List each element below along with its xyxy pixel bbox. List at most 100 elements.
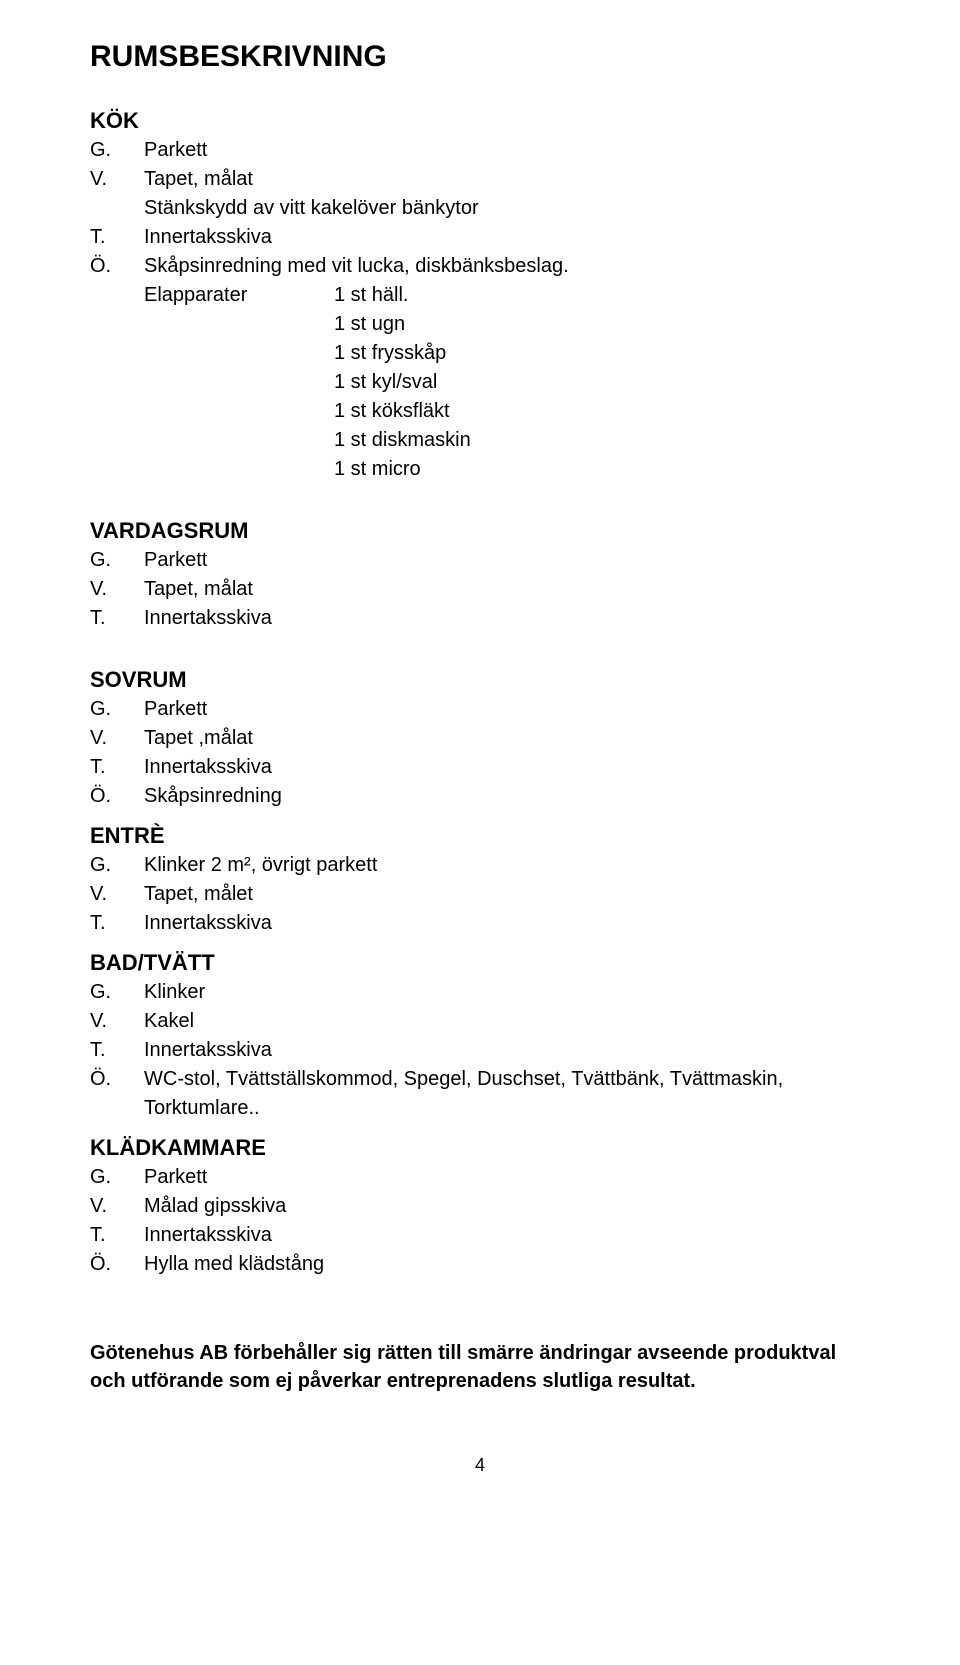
row-elapp-0: Elapparater 1 st häll.	[90, 281, 870, 310]
row-kladkammare-g: G. Parkett	[90, 1163, 870, 1192]
row-kok-v: V. Tapet, målat	[90, 165, 870, 194]
elapp-spacer	[144, 397, 334, 426]
label-v: V.	[90, 1192, 144, 1221]
row-elapp-3: 1 st kyl/sval	[90, 368, 870, 397]
main-title: RUMSBESKRIVNING	[90, 40, 870, 74]
value-kladkammare-v: Målad gipsskiva	[144, 1192, 870, 1221]
value-kok-o: Skåpsinredning med vit lucka, diskbänksb…	[144, 252, 870, 281]
row-badtvatt-g: G. Klinker	[90, 978, 870, 1007]
elapp-spacer	[144, 339, 334, 368]
elapp-spacer	[144, 368, 334, 397]
value-kok-v: Tapet, målat	[144, 165, 870, 194]
document-page: RUMSBESKRIVNING KÖK G. Parkett V. Tapet,…	[0, 0, 960, 1506]
label-g: G.	[90, 1163, 144, 1192]
label-g: G.	[90, 546, 144, 575]
elapp-item-0: 1 st häll.	[334, 281, 408, 310]
row-kok-o: Ö. Skåpsinredning med vit lucka, diskbän…	[90, 252, 870, 281]
value-vardagsrum-v: Tapet, målat	[144, 575, 870, 604]
value-kok-g: Parkett	[144, 136, 870, 165]
section-sovrum: SOVRUM G. Parkett V. Tapet ,målat T. Inn…	[90, 667, 870, 811]
row-entre-v: V. Tapet, målet	[90, 880, 870, 909]
section-badtvatt: BAD/TVÄTT G. Klinker V. Kakel T. Innerta…	[90, 950, 870, 1123]
row-elapp-5: 1 st diskmaskin	[90, 426, 870, 455]
label-g: G.	[90, 695, 144, 724]
section-kok: KÖK G. Parkett V. Tapet, målat Stänkskyd…	[90, 108, 870, 484]
value-entre-t: Innertaksskiva	[144, 909, 870, 938]
row-sovrum-t: T. Innertaksskiva	[90, 753, 870, 782]
label-v: V.	[90, 880, 144, 909]
label-g: G.	[90, 136, 144, 165]
page-number: 4	[90, 1455, 870, 1476]
label-v: V.	[90, 165, 144, 194]
row-kok-g: G. Parkett	[90, 136, 870, 165]
label-t: T.	[90, 604, 144, 633]
row-vardagsrum-v: V. Tapet, målat	[90, 575, 870, 604]
footer-note: Götenehus AB förbehåller sig rätten till…	[90, 1339, 870, 1395]
elapp-item-1: 1 st ugn	[334, 310, 405, 339]
label-o: Ö.	[90, 252, 144, 281]
label-t: T.	[90, 753, 144, 782]
row-elapp-4: 1 st köksfläkt	[90, 397, 870, 426]
value-badtvatt-o: WC-stol, Tvättställskommod, Spegel, Dusc…	[144, 1065, 870, 1123]
label-t: T.	[90, 223, 144, 252]
elapp-item-2: 1 st frysskåp	[334, 339, 446, 368]
section-title-entre: ENTRÈ	[90, 823, 870, 849]
elapp-item-6: 1 st micro	[334, 455, 421, 484]
row-kladkammare-o: Ö. Hylla med klädstång	[90, 1250, 870, 1279]
row-sovrum-v: V. Tapet ,målat	[90, 724, 870, 753]
value-sovrum-o: Skåpsinredning	[144, 782, 870, 811]
value-entre-g: Klinker 2 m², övrigt parkett	[144, 851, 870, 880]
label-g: G.	[90, 851, 144, 880]
row-kladkammare-v: V. Målad gipsskiva	[90, 1192, 870, 1221]
row-elapp-1: 1 st ugn	[90, 310, 870, 339]
elapp-spacer	[144, 426, 334, 455]
row-badtvatt-v: V. Kakel	[90, 1007, 870, 1036]
elapp-label: Elapparater	[144, 281, 334, 310]
value-kladkammare-o: Hylla med klädstång	[144, 1250, 870, 1279]
row-vardagsrum-t: T. Innertaksskiva	[90, 604, 870, 633]
value-sovrum-v: Tapet ,målat	[144, 724, 870, 753]
row-entre-g: G. Klinker 2 m², övrigt parkett	[90, 851, 870, 880]
row-elapp-6: 1 st micro	[90, 455, 870, 484]
label-g: G.	[90, 978, 144, 1007]
label-v: V.	[90, 575, 144, 604]
value-entre-v: Tapet, målet	[144, 880, 870, 909]
row-entre-t: T. Innertaksskiva	[90, 909, 870, 938]
label-v: V.	[90, 724, 144, 753]
section-kladkammare: KLÄDKAMMARE G. Parkett V. Målad gipsskiv…	[90, 1135, 870, 1279]
value-sovrum-t: Innertaksskiva	[144, 753, 870, 782]
value-kladkammare-g: Parkett	[144, 1163, 870, 1192]
value-kok-v-extra: Stänkskydd av vitt kakelöver bänkytor	[90, 194, 870, 223]
label-t: T.	[90, 909, 144, 938]
section-title-sovrum: SOVRUM	[90, 667, 870, 693]
label-o: Ö.	[90, 782, 144, 811]
value-badtvatt-t: Innertaksskiva	[144, 1036, 870, 1065]
section-title-vardagsrum: VARDAGSRUM	[90, 518, 870, 544]
row-vardagsrum-g: G. Parkett	[90, 546, 870, 575]
value-badtvatt-v: Kakel	[144, 1007, 870, 1036]
elapp-item-5: 1 st diskmaskin	[334, 426, 471, 455]
section-title-kok: KÖK	[90, 108, 870, 134]
label-t: T.	[90, 1036, 144, 1065]
elapp-spacer	[144, 310, 334, 339]
row-sovrum-g: G. Parkett	[90, 695, 870, 724]
row-badtvatt-t: T. Innertaksskiva	[90, 1036, 870, 1065]
label-v: V.	[90, 1007, 144, 1036]
value-vardagsrum-t: Innertaksskiva	[144, 604, 870, 633]
value-badtvatt-g: Klinker	[144, 978, 870, 1007]
value-sovrum-g: Parkett	[144, 695, 870, 724]
value-kok-t: Innertaksskiva	[144, 223, 870, 252]
row-elapp-2: 1 st frysskåp	[90, 339, 870, 368]
row-kok-t: T. Innertaksskiva	[90, 223, 870, 252]
elapp-spacer	[144, 455, 334, 484]
value-kladkammare-t: Innertaksskiva	[144, 1221, 870, 1250]
section-entre: ENTRÈ G. Klinker 2 m², övrigt parkett V.…	[90, 823, 870, 938]
elapp-item-3: 1 st kyl/sval	[334, 368, 437, 397]
row-kladkammare-t: T. Innertaksskiva	[90, 1221, 870, 1250]
section-vardagsrum: VARDAGSRUM G. Parkett V. Tapet, målat T.…	[90, 518, 870, 633]
row-badtvatt-o: Ö. WC-stol, Tvättställskommod, Spegel, D…	[90, 1065, 870, 1123]
elapp-item-4: 1 st köksfläkt	[334, 397, 450, 426]
label-t: T.	[90, 1221, 144, 1250]
label-o: Ö.	[90, 1065, 144, 1123]
label-o: Ö.	[90, 1250, 144, 1279]
